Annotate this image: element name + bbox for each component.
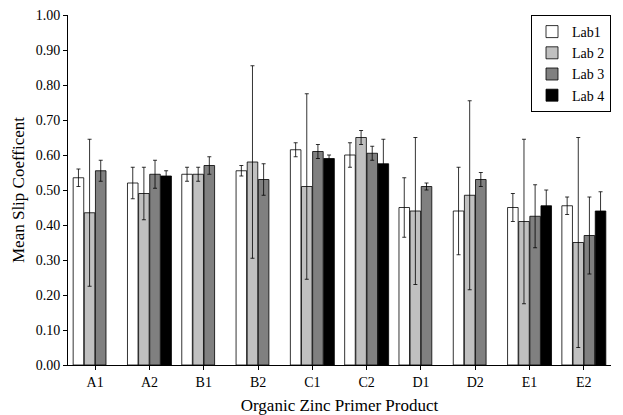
svg-text:Mean Slip Coefficent: Mean Slip Coefficent (9, 117, 28, 263)
svg-text:0.70: 0.70 (36, 113, 61, 128)
svg-text:Lab 2: Lab 2 (572, 46, 604, 61)
svg-text:1.00: 1.00 (36, 8, 61, 23)
svg-text:0.20: 0.20 (36, 288, 61, 303)
svg-text:0.10: 0.10 (36, 323, 61, 338)
svg-text:A1: A1 (87, 375, 104, 390)
svg-text:E1: E1 (522, 375, 538, 390)
svg-text:D2: D2 (467, 375, 484, 390)
svg-text:0.60: 0.60 (36, 148, 61, 163)
svg-text:Lab 4: Lab 4 (572, 89, 604, 104)
svg-text:0.90: 0.90 (36, 43, 61, 58)
svg-text:0.50: 0.50 (36, 183, 61, 198)
svg-text:0.00: 0.00 (36, 358, 61, 373)
svg-text:D1: D1 (412, 375, 429, 390)
svg-text:Organic Zinc Primer Product: Organic Zinc Primer Product (241, 396, 439, 415)
svg-text:C1: C1 (304, 375, 320, 390)
svg-text:Lab1: Lab1 (572, 25, 601, 40)
svg-text:0.80: 0.80 (36, 78, 61, 93)
svg-text:0.30: 0.30 (36, 253, 61, 268)
svg-text:Lab 3: Lab 3 (572, 67, 604, 82)
svg-text:C2: C2 (358, 375, 374, 390)
svg-text:B2: B2 (250, 375, 266, 390)
svg-text:A2: A2 (141, 375, 158, 390)
svg-text:B1: B1 (196, 375, 212, 390)
svg-text:0.40: 0.40 (36, 218, 61, 233)
svg-text:E2: E2 (576, 375, 592, 390)
